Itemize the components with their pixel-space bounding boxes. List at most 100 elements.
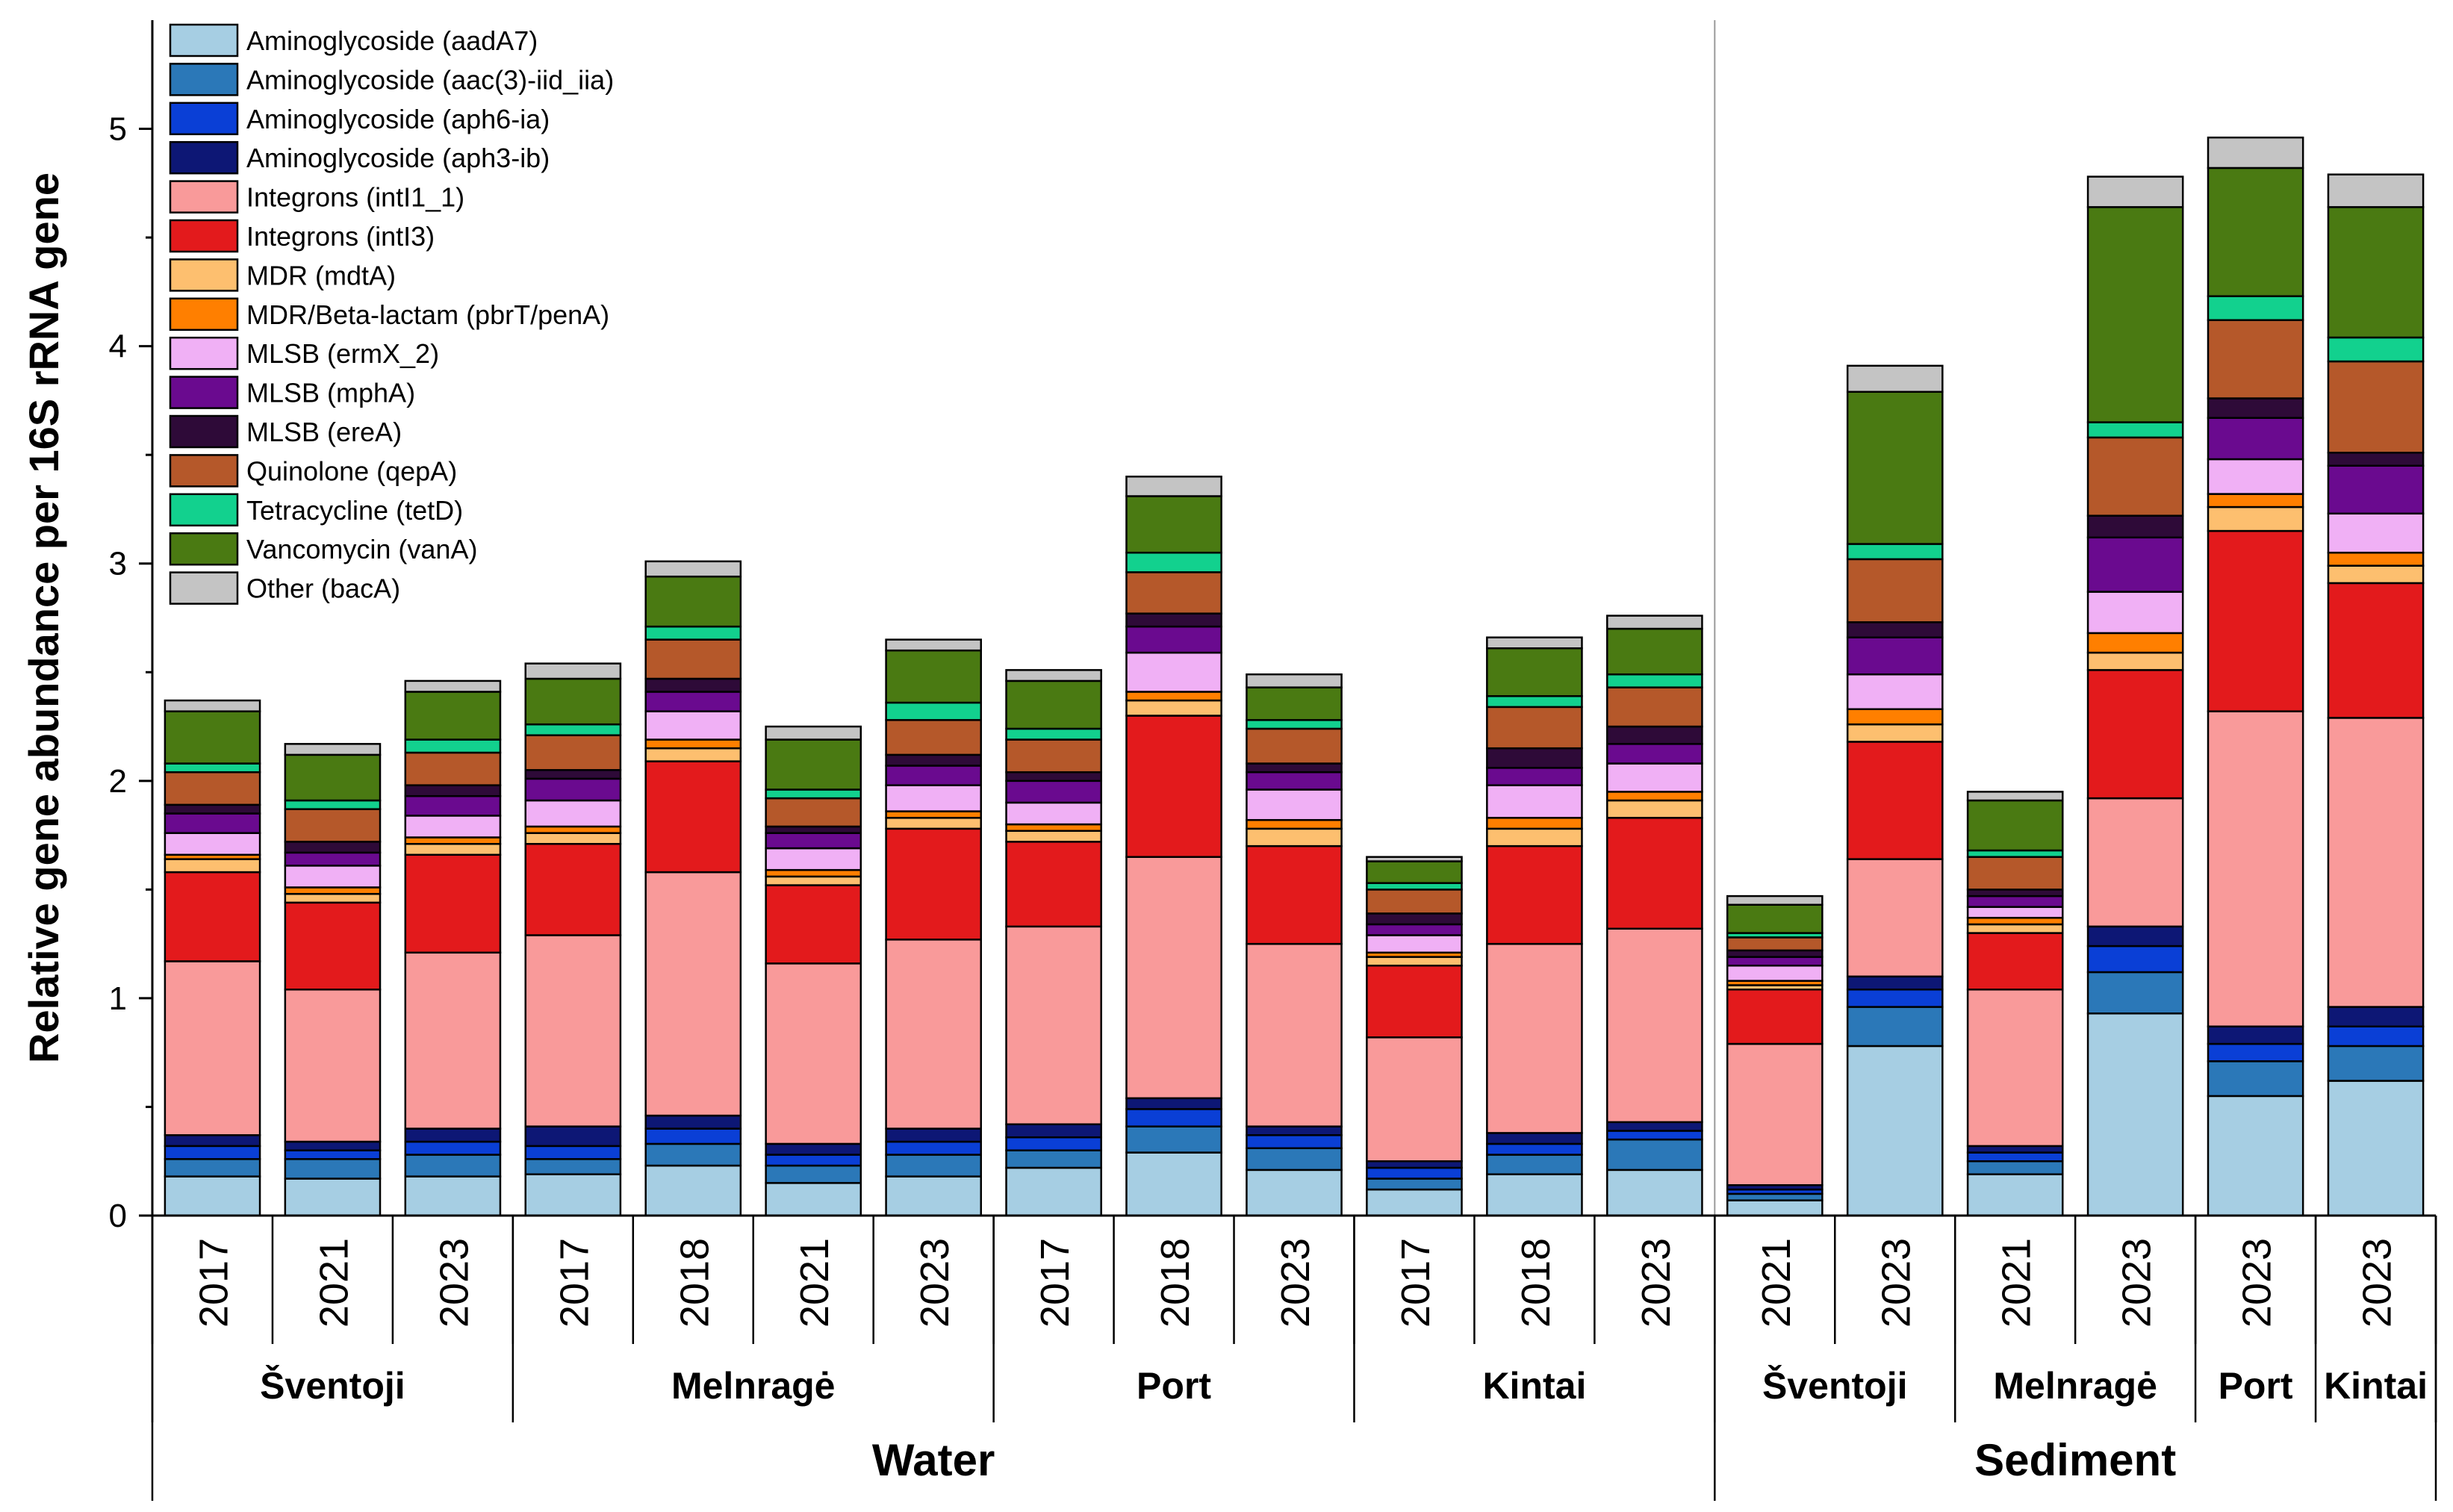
bar-segment-8-14: [1125, 476, 1222, 497]
bar-segment-8-10: [1125, 612, 1222, 628]
legend-label: MLSB (mphA): [246, 378, 415, 408]
bar-segment-9-7: [1246, 818, 1343, 830]
bar-segment-14-14: [1846, 364, 1944, 393]
bar-segment-16-5: [2086, 669, 2184, 800]
bar-segment-1-14: [284, 743, 382, 756]
bar-segment-8-11: [1125, 571, 1222, 615]
bar-segment-8-8: [1125, 651, 1222, 693]
bar-segment-18-5: [2327, 582, 2425, 719]
bar-segment-16-10: [2086, 514, 2184, 539]
legend-swatch: [169, 258, 239, 292]
bar-segment-17-0: [2207, 1095, 2304, 1217]
bar-segment-16-14: [2086, 175, 2184, 208]
bar-segment-4-7: [644, 738, 742, 750]
bar-segment-8-9: [1125, 625, 1222, 654]
bar-segment-1-12: [284, 799, 382, 810]
bar-segment-12-0: [1606, 1169, 1703, 1217]
legend-label: Integrons (intI1_1): [246, 182, 464, 213]
bar-segment-9-13: [1246, 686, 1343, 721]
bar-segment-2-10: [404, 784, 502, 797]
bar-segment-14-6: [1846, 723, 1944, 743]
bar-segment-6-0: [885, 1175, 982, 1217]
bar-segment-11-5: [1486, 844, 1583, 945]
bar-segment-9-11: [1246, 727, 1343, 765]
legend-swatch: [169, 297, 239, 332]
bar-segment-7-14: [1005, 669, 1102, 682]
bar-segment-18-10: [2327, 452, 2425, 467]
bar-segment-16-8: [2086, 591, 2184, 635]
y-tick-label: 5: [109, 111, 127, 148]
bar-segment-9-1: [1246, 1147, 1343, 1172]
bar-segment-6-14: [885, 638, 982, 652]
bar-segment-15-9: [1966, 895, 2064, 908]
bar-segment-7-5: [1005, 841, 1102, 928]
bar-segment-5-11: [765, 797, 862, 828]
bar-segment-17-13: [2207, 167, 2304, 297]
bar-segment-10-6: [1366, 956, 1463, 967]
bar-segment-11-4: [1486, 942, 1583, 1134]
bar-segment-12-13: [1606, 627, 1703, 676]
bar-segment-11-7: [1486, 817, 1583, 830]
bar-segment-8-2: [1125, 1108, 1222, 1127]
bar-segment-4-9: [644, 691, 742, 712]
bar-segment-1-2: [284, 1149, 382, 1160]
bar-segment-3-3: [524, 1125, 622, 1148]
bar-segment-13-5: [1726, 989, 1824, 1045]
year-label: 2018: [672, 1238, 717, 1328]
year-label: 2018: [1514, 1238, 1558, 1328]
bar-segment-6-8: [885, 784, 982, 812]
bar-segment-14-1: [1846, 1006, 1944, 1048]
bar-segment-10-13: [1366, 860, 1463, 884]
bar-segment-2-4: [404, 951, 502, 1130]
legend-swatch: [169, 493, 239, 527]
bar-segment-2-7: [404, 836, 502, 845]
bar-segment-0-0: [164, 1175, 261, 1217]
bar-segment-3-1: [524, 1158, 622, 1175]
bar-segment-2-8: [404, 815, 502, 839]
bar-segment-12-2: [1606, 1130, 1703, 1141]
bar-segment-6-7: [885, 810, 982, 819]
bar-segment-0-12: [164, 762, 261, 774]
bar-segment-11-8: [1486, 784, 1583, 819]
bar-segment-11-6: [1486, 827, 1583, 847]
bar-segment-5-4: [765, 962, 862, 1145]
bar-segment-10-1: [1366, 1177, 1463, 1191]
bar-segment-0-14: [164, 699, 261, 712]
bar-segment-6-13: [885, 649, 982, 704]
year-label: 2021: [1995, 1238, 2039, 1328]
legend-label: Aminoglycoside (aadA7): [246, 25, 538, 56]
bar-segment-7-2: [1005, 1136, 1102, 1151]
bar-segment-16-4: [2086, 797, 2184, 928]
bar-segment-0-6: [164, 858, 261, 874]
bar-segment-17-8: [2207, 458, 2304, 495]
y-tick-label: 3: [109, 546, 127, 582]
bar-segment-6-1: [885, 1154, 982, 1177]
bar-segment-15-6: [1966, 923, 2064, 934]
bar-segment-12-12: [1606, 673, 1703, 688]
site-label: Šventoji: [260, 1364, 405, 1407]
bar-segment-3-11: [524, 734, 622, 771]
bar-segment-11-0: [1486, 1173, 1583, 1217]
bar-segment-15-1: [1966, 1160, 2064, 1175]
legend-swatch: [169, 532, 239, 566]
y-tick-label: 1: [109, 980, 127, 1017]
bar-segment-10-12: [1366, 882, 1463, 891]
bar-segment-7-12: [1005, 727, 1102, 741]
bar-segment-17-10: [2207, 397, 2304, 419]
bar-segment-8-6: [1125, 699, 1222, 717]
bar-segment-11-9: [1486, 767, 1583, 786]
bar-segment-9-6: [1246, 827, 1343, 847]
bar-segment-17-5: [2207, 529, 2304, 712]
bar-segment-11-2: [1486, 1142, 1583, 1156]
bar-segment-14-0: [1846, 1045, 1944, 1217]
bar-segment-17-2: [2207, 1042, 2304, 1063]
bar-segment-0-11: [164, 771, 261, 806]
bar-segment-1-6: [284, 892, 382, 904]
bar-segment-7-0: [1005, 1166, 1102, 1217]
bar-segment-18-3: [2327, 1006, 2425, 1028]
bar-segment-7-1: [1005, 1149, 1102, 1169]
bar-segment-14-2: [1846, 989, 1944, 1008]
bar-segment-8-0: [1125, 1151, 1222, 1217]
bar-segment-8-5: [1125, 715, 1222, 858]
bar-segment-9-5: [1246, 844, 1343, 945]
